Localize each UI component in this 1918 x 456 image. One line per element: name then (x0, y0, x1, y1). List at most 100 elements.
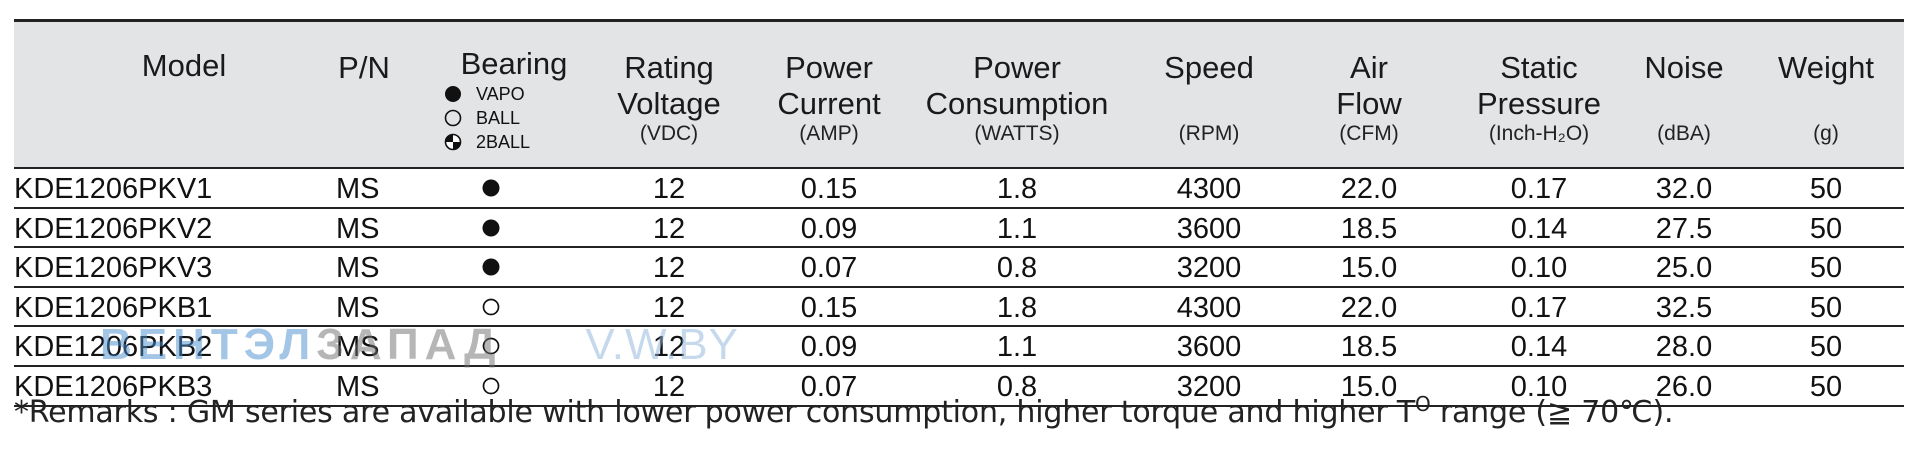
cell-consumption: 1.1 (996, 331, 1038, 364)
cell-voltage: 12 (652, 331, 686, 364)
cell-voltage: 12 (652, 252, 686, 285)
open-circle-icon (444, 109, 462, 127)
cell-air-flow: 22.0 (1340, 173, 1398, 205)
cell-pn: MS (336, 291, 380, 324)
cell-model: KDE1206PKB3 (14, 370, 213, 403)
header-power-consumption: Power Consumption (912, 50, 1122, 122)
watermark-part1: ВЕНТЭЛ (100, 320, 317, 369)
cell-current: 0.07 (800, 252, 858, 285)
header-static-pressure: Static Pressure (1439, 50, 1639, 122)
watermark: ВЕНТЭЛЗАПАД V.W.BY (100, 320, 739, 370)
header-pn: P/N (338, 50, 390, 85)
cell-voltage: 12 (652, 370, 686, 403)
cell-pn: MS (336, 173, 380, 205)
cell-consumption: 0.8 (996, 370, 1038, 403)
cell-air-flow: 18.5 (1340, 212, 1398, 245)
unit-static-pressure: (Inch-H₂O) (1488, 122, 1590, 145)
cell-static-pressure: 0.17 (1510, 173, 1568, 205)
legend-vapo: VAPO (444, 82, 530, 106)
cell-noise: 28.0 (1655, 331, 1713, 364)
cell-weight: 50 (1809, 252, 1843, 285)
unit-air-flow: (CFM) (1339, 122, 1399, 145)
header-speed: Speed (1164, 50, 1254, 85)
legend-ball-label: BALL (476, 108, 521, 128)
unit-noise: (dBA) (1657, 122, 1711, 145)
cell-pn: MS (336, 212, 380, 245)
cell-voltage: 12 (652, 173, 686, 205)
cell-weight: 50 (1809, 331, 1843, 364)
remark-prefix: *Remarks : GM series are available with … (14, 395, 1415, 430)
cell-pn: MS (336, 252, 380, 285)
watermark-part2: ЗАПАД (316, 320, 502, 369)
cell-consumption: 1.8 (996, 173, 1038, 205)
cell-noise: 27.5 (1655, 212, 1713, 245)
header-weight: Weight (1778, 50, 1874, 85)
cell-weight: 50 (1809, 370, 1843, 403)
bearing-vapo-icon (482, 258, 500, 276)
cell-model: KDE1206PKB2 (14, 331, 213, 364)
header-power-current-line1: Power (785, 50, 873, 85)
bearing-vapo-icon (482, 219, 500, 237)
cell-speed: 4300 (1176, 291, 1242, 324)
cell-pn: MS (336, 331, 380, 364)
table-row: KDE1206PKB2 MS 12 0.09 1.1 3600 18.5 0.14 28.0 50 (14, 325, 1904, 365)
cell-speed: 3600 (1176, 212, 1242, 245)
cell-current: 0.09 (800, 331, 858, 364)
header-power-current: Power Current (749, 50, 909, 122)
cell-speed: 3600 (1176, 331, 1242, 364)
cell-static-pressure: 0.14 (1510, 331, 1568, 364)
header-power-current-line2: Current (777, 86, 881, 121)
cell-voltage: 12 (652, 212, 686, 245)
header-model: Model (141, 48, 227, 83)
watermark-part3: V.W.BY (585, 320, 739, 369)
filled-circle-icon (445, 86, 461, 102)
cell-air-flow: 18.5 (1340, 331, 1398, 364)
legend-vapo-label: VAPO (476, 84, 525, 104)
cell-noise: 32.5 (1655, 291, 1713, 324)
cell-noise: 32.0 (1655, 173, 1713, 205)
legend-2ball: 2BALL (444, 130, 530, 154)
cell-air-flow: 22.0 (1340, 291, 1398, 324)
remarks-note: *Remarks : GM series are available with … (14, 392, 1674, 430)
cell-static-pressure: 0.14 (1510, 212, 1568, 245)
table-row: KDE1206PKB1 MS 12 0.15 1.8 4300 22.0 0.17 32.5 50 (14, 285, 1904, 326)
header-power-consumption-line2: Consumption (925, 86, 1109, 121)
remark-suffix: range (≧ 70℃). (1430, 395, 1674, 430)
table-body: KDE1206PKV1 MS 12 0.15 1.8 4300 22.0 0.17 32.0 50… (14, 167, 1904, 407)
header-noise: Noise (1644, 50, 1724, 85)
cell-consumption: 1.1 (996, 212, 1038, 245)
cell-weight: 50 (1809, 291, 1843, 324)
cell-speed: 3200 (1176, 370, 1242, 403)
table-row: KDE1206PKB3 MS 12 0.07 0.8 3200 15.0 0.10 26.0 50 (14, 364, 1904, 407)
remark-degree: O (1414, 392, 1431, 416)
cell-consumption: 0.8 (996, 252, 1038, 285)
header-rating-voltage: Rating Voltage (599, 50, 739, 122)
cell-static-pressure: 0.17 (1510, 291, 1568, 324)
cell-current: 0.07 (800, 370, 858, 403)
cell-voltage: 12 (652, 291, 686, 324)
cell-static-pressure: 0.10 (1510, 370, 1568, 403)
cell-model: KDE1206PKV3 (14, 252, 213, 285)
table-header: Model P/N Bearing VAPO BALL 2BALL (14, 22, 1904, 167)
header-rating-voltage-line1: Rating (624, 50, 714, 85)
header-static-pressure-line1: Static (1500, 50, 1578, 85)
legend-ball: BALL (444, 106, 530, 130)
unit-speed: (RPM) (1178, 122, 1240, 145)
bearing-ball-icon (482, 338, 500, 355)
cell-weight: 50 (1809, 173, 1843, 205)
header-power-consumption-line1: Power (973, 50, 1061, 85)
cell-current: 0.09 (800, 212, 858, 245)
header-bearing: Bearing (460, 46, 568, 81)
header-rating-voltage-line2: Voltage (617, 86, 721, 121)
cell-speed: 3200 (1176, 252, 1242, 285)
cell-current: 0.15 (800, 173, 858, 205)
legend-2ball-label: 2BALL (476, 132, 531, 152)
table-row: KDE1206PKV3 MS 12 0.07 0.8 3200 15.0 0.10 25.0 50 (14, 246, 1904, 286)
bearing-ball-icon (482, 377, 500, 395)
cell-static-pressure: 0.10 (1510, 252, 1568, 285)
cell-model: KDE1206PKV1 (14, 173, 213, 205)
unit-voltage: (VDC) (639, 122, 699, 145)
cell-noise: 26.0 (1655, 370, 1713, 403)
header-air-flow-line2: Flow (1336, 86, 1402, 121)
cell-current: 0.15 (800, 291, 858, 324)
